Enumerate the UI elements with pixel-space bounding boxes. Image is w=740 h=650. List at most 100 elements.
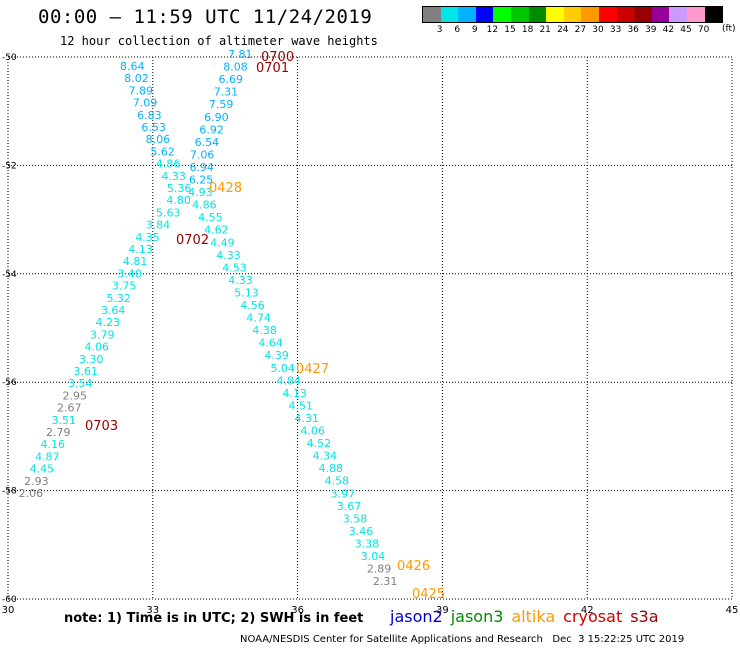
swh-value: 6.25 [189, 174, 214, 187]
swh-value: 4.80 [166, 194, 191, 207]
legend-swatch [510, 7, 529, 22]
swh-value: 6.54 [195, 136, 220, 149]
swh-value: 7.59 [209, 98, 234, 111]
legend-bin-label: 6 [454, 25, 461, 35]
time-label: 0701 [256, 61, 289, 76]
color-legend: 3 6 9 12 15 18 21 24 27 30 33 36 39 42 45 70 [422, 6, 724, 37]
lat-tick-label: -52 [2, 161, 17, 171]
swh-value: 4.53 [222, 261, 247, 274]
legend-bin-label: 70 [697, 25, 710, 35]
lon-tick-label: 42 [581, 605, 594, 616]
legend-swatches [422, 6, 724, 23]
swh-value: 3.64 [101, 304, 126, 317]
satellite-jason3: jason3 [450, 607, 504, 626]
swh-value: 3.46 [349, 525, 374, 538]
swh-value: 4.64 [258, 337, 283, 350]
satellite-s3a: s3a [630, 607, 659, 626]
swh-value: 7.09 [133, 97, 158, 110]
legend-bin-label: 3 [436, 25, 443, 35]
swh-value: 4.74 [246, 312, 271, 325]
swh-value: 4.86 [192, 199, 217, 212]
swh-value: 7.81 [228, 48, 253, 61]
swh-value: 6.94 [189, 161, 214, 174]
swh-value: 3.97 [331, 487, 356, 500]
swh-value: 6.92 [199, 123, 224, 136]
swh-value: 4.52 [307, 437, 332, 450]
footer-note: note: 1) Time is in UTC; 2) SWH is in fe… [64, 611, 364, 626]
legend-labels: 3 6 9 12 15 18 21 24 27 30 33 36 39 42 45 70 [422, 23, 723, 37]
legend-swatch [686, 7, 705, 22]
time-label: 0703 [85, 419, 118, 434]
swh-value: 5.32 [106, 292, 131, 305]
legend-bin-label: 45 [680, 25, 692, 35]
swh-value: 2.06 [19, 487, 43, 500]
swh-value: 8.02 [124, 72, 148, 85]
footer-credit: NOAA/NESDIS Center for Satellite Applica… [240, 634, 685, 645]
swh-value: 3.04 [361, 550, 386, 563]
legend-bin-label: 21 [539, 25, 551, 35]
time-label: 0427 [296, 362, 329, 377]
legend-swatch [528, 7, 547, 22]
swh-value: 4.87 [35, 450, 60, 463]
swh-value: 2.67 [57, 402, 82, 415]
time-label: 0700 [261, 50, 294, 65]
lon-tick-label: 45 [726, 605, 739, 616]
swh-value: 4.06 [84, 341, 109, 354]
legend-swatch [581, 7, 599, 22]
swh-value: 4.06 [301, 425, 326, 438]
swh-value: 4.93 [188, 186, 213, 199]
swh-value: 4.31 [295, 412, 320, 425]
swh-value: 2.89 [367, 563, 392, 576]
swh-value: 3.75 [112, 280, 136, 293]
swh-value: 4.38 [252, 324, 276, 337]
swh-value: 7.31 [214, 86, 239, 99]
legend-swatch [423, 7, 441, 22]
legend-bin-label: 12 [486, 25, 499, 35]
swh-value: 3.67 [337, 500, 362, 513]
swh-value: 5.13 [234, 286, 259, 299]
swh-value: 5.04 [270, 362, 295, 375]
swh-value: 4.13 [128, 243, 153, 256]
swh-value: 3.58 [343, 512, 368, 525]
lat-tick-label: -60 [2, 595, 17, 605]
page-subtitle: 12 hour collection of altimeter wave hei… [60, 34, 378, 48]
legend-swatch [598, 7, 617, 22]
swh-value: 2.93 [24, 475, 49, 488]
swh-value: 5.36 [167, 182, 192, 195]
legend-swatch [616, 7, 635, 22]
legend-bin-label: 39 [645, 25, 657, 35]
swh-value: 4.55 [198, 211, 223, 224]
swh-value: 3.84 [146, 219, 171, 232]
legend-swatch [440, 7, 459, 22]
legend-swatch [669, 7, 687, 22]
time-label: 0425 [412, 587, 445, 602]
time-label: 0702 [176, 233, 209, 248]
swh-value: 3.40 [117, 267, 142, 280]
swh-value: 7.89 [129, 84, 154, 97]
lat-tick-label: -54 [2, 270, 17, 280]
legend-swatch [651, 7, 670, 22]
track-a: 8.648.027.897.096.836.538.065.624.864.33… [19, 60, 192, 500]
satellite-jason2: jason2 [390, 607, 443, 626]
swh-value: 2.79 [46, 426, 71, 439]
legend-bin-label: 36 [627, 25, 639, 35]
swh-value: 4.35 [135, 231, 160, 244]
swh-value: 3.54 [68, 377, 93, 390]
swh-value: 3.38 [355, 537, 380, 550]
legend-swatch [704, 7, 723, 22]
swh-value: 5.63 [156, 206, 181, 219]
time-label: 0428 [209, 181, 242, 196]
legend-unit-label: (ft) [722, 24, 736, 34]
legend-bin-label: 18 [521, 25, 534, 35]
swh-value: 8.08 [223, 61, 248, 74]
legend-swatch [493, 7, 511, 22]
swh-value: 4.84 [276, 374, 301, 387]
swh-value: 3.30 [79, 353, 104, 366]
swh-value: 6.83 [137, 109, 162, 122]
legend-swatch [475, 7, 494, 22]
swh-value: 4.51 [289, 399, 314, 412]
legend-bin-label: 30 [592, 25, 604, 35]
swh-value: 3.79 [90, 328, 115, 341]
satellite-legend: jason2 jason3 altika cryosat s3a [390, 607, 659, 626]
